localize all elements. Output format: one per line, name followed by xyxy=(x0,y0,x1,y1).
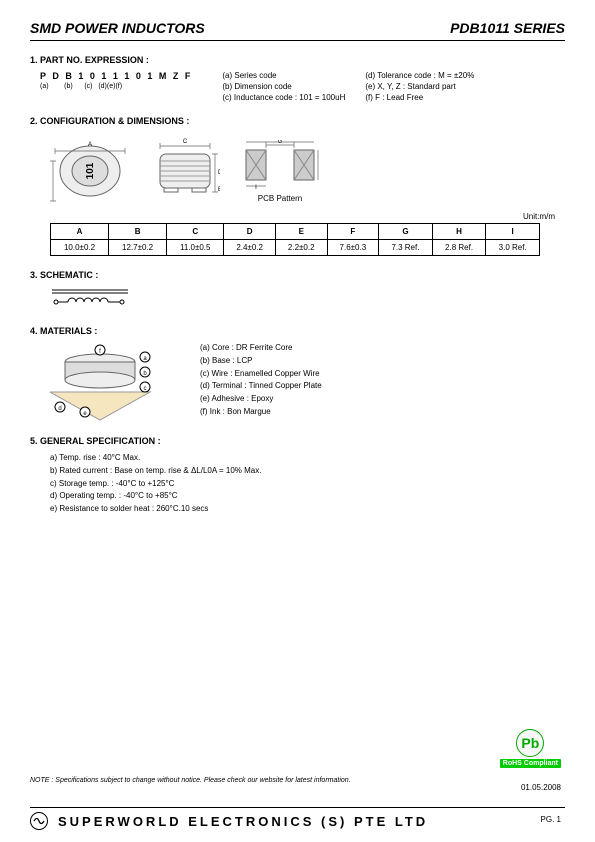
th: C xyxy=(167,224,224,240)
dimensions-table: A B C D E F G H I 10.0±0.2 12.7±0.2 11.0… xyxy=(50,223,540,256)
svg-text:D: D xyxy=(218,170,220,176)
th: E xyxy=(275,224,327,240)
partno-under: (a) (b) (c) (d)(e)(f) xyxy=(40,83,192,90)
th: G xyxy=(379,224,433,240)
th: B xyxy=(109,224,167,240)
side-view-icon: C D E xyxy=(150,136,220,206)
header: SMD POWER INDUCTORS PDB1011 SERIES xyxy=(30,20,565,36)
spec-item: d) Operating temp. : -40°C to +85°C xyxy=(50,490,565,503)
footer-date: 01.05.2008 xyxy=(521,783,561,792)
svg-text:A: A xyxy=(88,142,92,148)
legend-c: (c) Inductance code : 101 = 100uH xyxy=(222,93,345,102)
materials-block: a b c d e f (a) Core : DR Ferrite Core (… xyxy=(50,342,565,422)
genspec-list: a) Temp. rise : 40°C Max. b) Rated curre… xyxy=(50,452,565,516)
partno-code-block: P D B 1 0 1 1 1 0 1 M Z F (a) (b) (c) (d… xyxy=(40,71,192,90)
section-config-title: 2. CONFIGURATION & DIMENSIONS : xyxy=(30,116,565,126)
svg-text:C: C xyxy=(183,139,188,145)
svg-text:F: F xyxy=(278,140,282,141)
material-item: (b) Base : LCP xyxy=(200,355,322,368)
td: 10.0±0.2 xyxy=(51,240,109,256)
th: D xyxy=(224,224,276,240)
section-materials-title: 4. MATERIALS : xyxy=(30,326,565,336)
section-partno-title: 1. PART NO. EXPRESSION : xyxy=(30,55,565,65)
partno-legend: (a) Series code (d) Tolerance code : M =… xyxy=(222,71,488,102)
td: 3.0 Ref. xyxy=(486,240,540,256)
th: H xyxy=(432,224,486,240)
section-genspec-title: 5. GENERAL SPECIFICATION : xyxy=(30,436,565,446)
rohs-text: RoHS Compliant xyxy=(500,759,561,768)
td: 2.8 Ref. xyxy=(432,240,486,256)
page-title: SMD POWER INDUCTORS xyxy=(30,20,205,36)
partno-code: P D B 1 0 1 1 1 0 1 M Z F xyxy=(40,71,192,81)
spec-item: b) Rated current : Base on temp. rise & … xyxy=(50,465,565,478)
td: 11.0±0.5 xyxy=(167,240,224,256)
unit-label: Unit:m/m xyxy=(30,212,555,221)
materials-diagram-icon: a b c d e f xyxy=(50,342,170,422)
config-figures: 101 A B C D E G I H xyxy=(50,136,565,206)
svg-text:c: c xyxy=(144,386,147,392)
series-title: PDB1011 SERIES xyxy=(450,20,565,36)
footer-rule xyxy=(30,807,565,808)
materials-list: (a) Core : DR Ferrite Core (b) Base : LC… xyxy=(200,342,322,419)
legend-e: (e) X, Y, Z : Standard part xyxy=(365,82,488,91)
td: 2.2±0.2 xyxy=(275,240,327,256)
legend-f: (f) F : Lead Free xyxy=(365,93,488,102)
th: A xyxy=(51,224,109,240)
legend-a: (a) Series code xyxy=(222,71,345,80)
top-view-icon: 101 A B xyxy=(50,136,130,206)
rohs-badge: Pb RoHS Compliant xyxy=(500,729,561,768)
th: F xyxy=(327,224,379,240)
footer-row: SUPERWORLD ELECTRONICS (S) PTE LTD xyxy=(30,812,565,830)
pcb-pattern-icon: G I H F xyxy=(240,140,320,190)
section-schematic-title: 3. SCHEMATIC : xyxy=(30,270,565,280)
pcb-pattern-label: PCB Pattern xyxy=(240,194,320,203)
svg-text:101: 101 xyxy=(85,162,96,179)
inductor-schematic-icon xyxy=(50,286,130,310)
table-row: 10.0±0.2 12.7±0.2 11.0±0.5 2.4±0.2 2.2±0… xyxy=(51,240,540,256)
td: 2.4±0.2 xyxy=(224,240,276,256)
material-item: (e) Adhesive : Epoxy xyxy=(200,393,322,406)
material-item: (c) Wire : Enamelled Copper Wire xyxy=(200,368,322,381)
table-header-row: A B C D E F G H I xyxy=(51,224,540,240)
svg-text:d: d xyxy=(58,406,61,412)
spec-item: c) Storage temp. : -40°C to +125°C xyxy=(50,478,565,491)
schematic-figure xyxy=(50,286,565,312)
footer: SUPERWORLD ELECTRONICS (S) PTE LTD xyxy=(30,807,565,830)
td: 7.3 Ref. xyxy=(379,240,433,256)
spec-item: e) Resistance to solder heat : 260°C.10 … xyxy=(50,503,565,516)
pb-free-icon: Pb xyxy=(516,729,544,757)
th: I xyxy=(486,224,540,240)
legend-d: (d) Tolerance code : M = ±20% xyxy=(365,71,488,80)
material-item: (a) Core : DR Ferrite Core xyxy=(200,342,322,355)
material-item: (d) Terminal : Tinned Copper Plate xyxy=(200,380,322,393)
spec-item: a) Temp. rise : 40°C Max. xyxy=(50,452,565,465)
td: 12.7±0.2 xyxy=(109,240,167,256)
pcb-pattern-block: G I H F PCB Pattern xyxy=(240,140,320,203)
svg-text:E: E xyxy=(218,187,220,193)
company-logo-icon xyxy=(30,812,48,830)
page-number: PG. 1 xyxy=(541,815,561,824)
note-text: NOTE : Specifications subject to change … xyxy=(30,777,351,784)
header-rule xyxy=(30,40,565,41)
company-name: SUPERWORLD ELECTRONICS (S) PTE LTD xyxy=(58,814,428,829)
partno-block: P D B 1 0 1 1 1 0 1 M Z F (a) (b) (c) (d… xyxy=(40,71,565,102)
td: 7.6±0.3 xyxy=(327,240,379,256)
material-item: (f) Ink : Bon Margue xyxy=(200,406,322,419)
legend-b: (b) Dimension code xyxy=(222,82,345,91)
